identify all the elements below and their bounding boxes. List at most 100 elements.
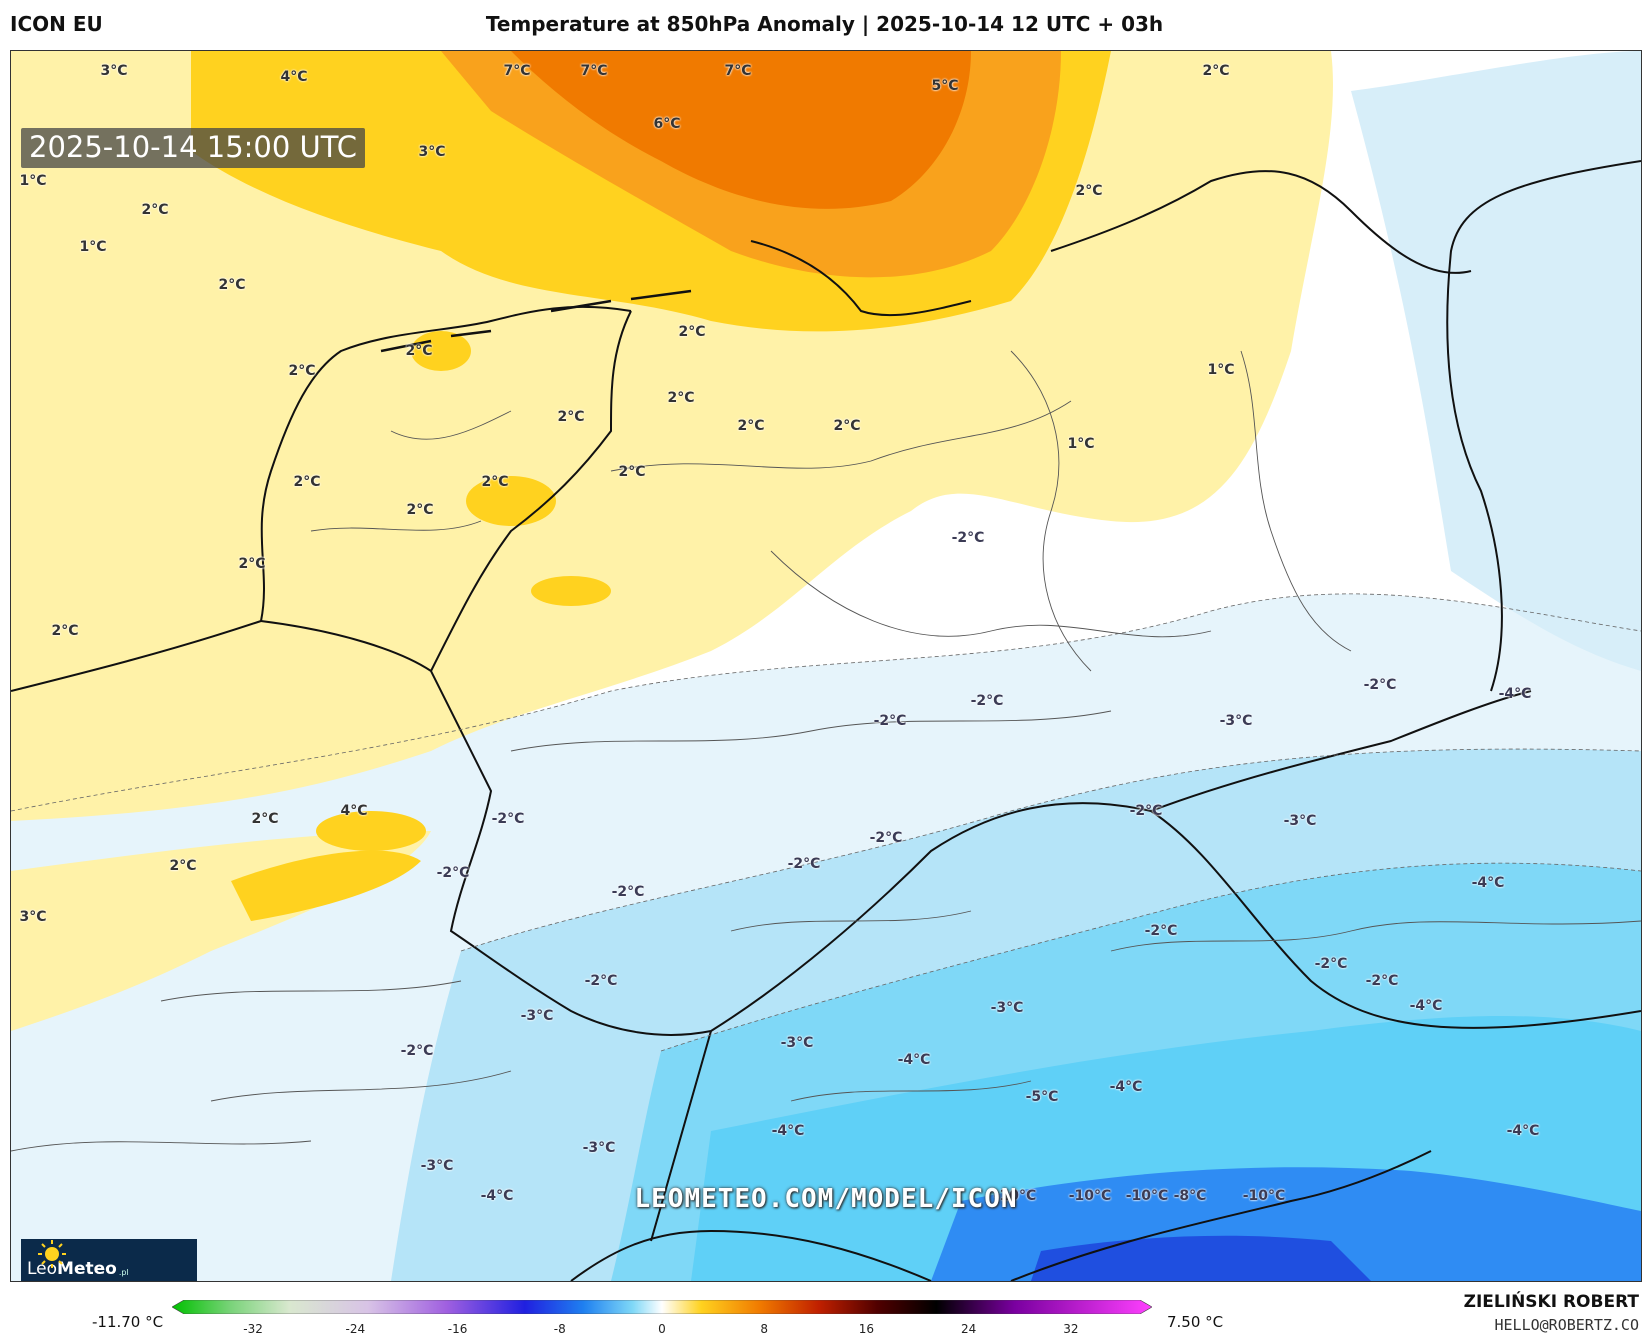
isotherm-label: -2°C xyxy=(970,693,1004,709)
isotherm-label: -2°C xyxy=(873,713,907,729)
isotherm-label: -2°C xyxy=(1365,973,1399,989)
isotherm-label: -5°C xyxy=(1025,1089,1059,1105)
isotherm-label: 2°C xyxy=(667,390,695,406)
logo-wordmark: LeoMeteo xyxy=(27,1259,117,1279)
isotherm-label: -2°C xyxy=(951,530,985,546)
isotherm-label: 2°C xyxy=(218,277,246,293)
colorbar-min-label: -11.70 °C xyxy=(92,1313,164,1331)
isotherm-label: 7°C xyxy=(503,63,531,79)
isotherm-label: -3°C xyxy=(582,1140,616,1156)
isotherm-label: -10°C xyxy=(1068,1188,1112,1204)
colorbar-tick: 24 xyxy=(961,1322,977,1336)
isotherm-label: 6°C xyxy=(653,116,681,132)
leometeo-logo[interactable]: LeoMeteo .pl xyxy=(21,1239,197,1281)
colorbar-tick: 0 xyxy=(658,1322,666,1336)
colorbar-tick: 16 xyxy=(858,1322,875,1336)
isotherm-label: -2°C xyxy=(491,811,525,827)
isotherm-label: 2°C xyxy=(288,363,316,379)
colorbar-tick: -24 xyxy=(345,1322,366,1336)
country-borders xyxy=(11,160,1641,1281)
isotherm-label: 2°C xyxy=(737,418,765,434)
isotherm-label: 1°C xyxy=(1207,362,1235,378)
site-watermark: LEOMETEO.COM/MODEL/ICON xyxy=(634,1184,1018,1214)
isotherm-label: -10°C xyxy=(993,1188,1037,1204)
warm-region-band xyxy=(231,850,421,921)
isotherm-label: -2°C xyxy=(869,830,903,846)
isotherm-label: 3°C xyxy=(100,63,128,79)
isotherm-label: -3°C xyxy=(780,1035,814,1051)
isotherm-label: -2°C xyxy=(584,973,618,989)
colorbar-tick: 32 xyxy=(1063,1322,1079,1336)
isotherm-label: -4°C xyxy=(1471,875,1505,891)
chart-title: Temperature at 850hPa Anomaly | 2025-10-… xyxy=(485,12,1164,36)
isotherm-label: -8°C xyxy=(1173,1188,1207,1204)
isotherm-label: 2°C xyxy=(251,811,279,827)
isotherm-label: 2°C xyxy=(169,858,197,874)
colorbar-tick: -16 xyxy=(447,1322,468,1336)
isotherm-label: -3°C xyxy=(420,1158,454,1174)
logo-suffix: .pl xyxy=(118,1267,129,1277)
isotherm-label: 3°C xyxy=(19,909,47,925)
isotherm-label: 2°C xyxy=(51,623,79,639)
isotherm-label: -10°C xyxy=(1242,1188,1286,1204)
author-name: ZIELIŃSKI ROBERT xyxy=(1463,1292,1639,1312)
isotherm-label: 2°C xyxy=(618,464,646,480)
isotherm-label: 2°C xyxy=(833,418,861,434)
cold-region-core xyxy=(1031,1235,1371,1281)
isotherm-label: 5°C xyxy=(931,78,959,94)
colorbar-tick: -32 xyxy=(243,1322,263,1336)
isotherm-label: 3°C xyxy=(418,144,446,160)
isotherm-label: -3°C xyxy=(520,1008,554,1024)
isotherm-label: 1°C xyxy=(19,173,47,189)
anomaly-map[interactable]: 2025-10-14 15:00 UTC 3°C 4°C 7°C 7°C 7°C 5°C 2… xyxy=(10,50,1642,1282)
isotherm-label: -4°C xyxy=(1409,998,1443,1014)
isotherm-label: 2°C xyxy=(293,474,321,490)
isotherm-label: 1°C xyxy=(1067,436,1095,452)
isotherm-label: -2°C xyxy=(1144,923,1178,939)
colorbar-tick: 8 xyxy=(760,1322,769,1336)
isotherm-label: -2°C xyxy=(1314,956,1348,972)
isotherm-label: -2°C xyxy=(787,856,821,872)
isotherm-label: 2°C xyxy=(481,474,509,490)
isotherm-label: 2°C xyxy=(557,409,585,425)
isotherm-label: 1°C xyxy=(79,239,107,255)
isotherm-label: 2°C xyxy=(406,502,434,518)
isotherm-label: -4°C xyxy=(1506,1123,1540,1139)
isotherm-label: 2°C xyxy=(141,202,169,218)
isotherm-label: -2°C xyxy=(1129,803,1163,819)
colorbar-tick: -8 xyxy=(553,1322,566,1336)
warm-region-max xyxy=(511,51,971,209)
isotherm-label: -3°C xyxy=(1219,713,1253,729)
isotherm-label: 2°C xyxy=(1075,183,1103,199)
isotherm-label: 2°C xyxy=(405,343,433,359)
isotherm-label: 2°C xyxy=(678,324,706,340)
isotherm-label: -4°C xyxy=(1498,686,1532,702)
isotherm-label: -3°C xyxy=(990,1000,1024,1016)
isotherm-label: -2°C xyxy=(436,865,470,881)
sun-icon xyxy=(38,1240,66,1268)
isotherm-label: -2°C xyxy=(1363,677,1397,693)
isotherm-label: -4°C xyxy=(1109,1079,1143,1095)
colorbar-max-label: 7.50 °C xyxy=(1167,1313,1224,1331)
valid-time: 2025-10-14 15:00 UTC xyxy=(21,128,366,168)
isotherm-label: -4°C xyxy=(897,1052,931,1068)
author-email[interactable]: HELLO@ROBERTZ.CO xyxy=(1494,1316,1640,1334)
isotherm-label: 7°C xyxy=(580,63,608,79)
isotherm-label: 4°C xyxy=(280,69,308,85)
isotherm-label: -2°C xyxy=(400,1043,434,1059)
cold-region-east xyxy=(1351,51,1641,671)
model-name: ICON EU xyxy=(10,12,103,36)
isotherm-label: -10°C xyxy=(1125,1188,1169,1204)
isotherm-label: -4°C xyxy=(480,1188,514,1204)
isotherm-label: -3°C xyxy=(1283,813,1317,829)
wadden-islands xyxy=(380,289,692,353)
contours xyxy=(11,593,1641,1052)
isotherm-label: 7°C xyxy=(724,63,752,79)
colorbar xyxy=(172,1300,1152,1314)
isotherm-label: 4°C xyxy=(340,803,368,819)
isotherm-label: 2°C xyxy=(1202,63,1230,79)
isotherm-label: -2°C xyxy=(611,884,645,900)
isotherm-label: -4°C xyxy=(771,1123,805,1139)
map-canvas xyxy=(11,51,1641,1281)
isotherm-label: 2°C xyxy=(238,556,266,572)
